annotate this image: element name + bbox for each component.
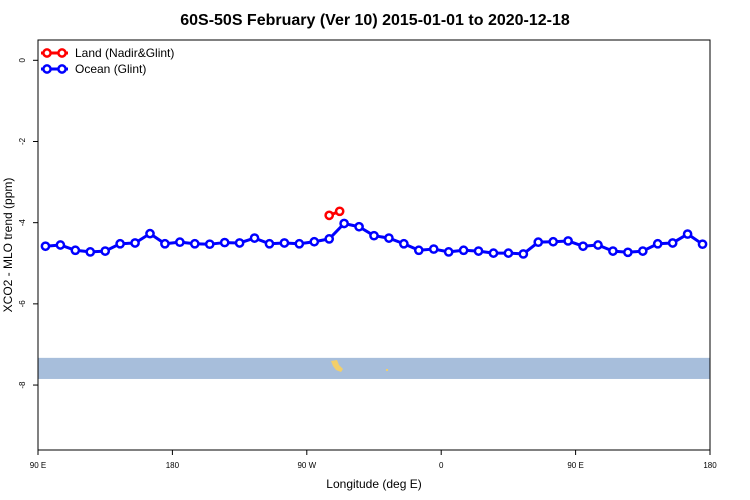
data-point-ocean	[70, 245, 81, 256]
data-point-ocean	[413, 245, 424, 256]
data-point-ocean	[219, 237, 230, 248]
data-point-ocean	[473, 246, 484, 256]
x-axis-label: Longitude (deg E)	[326, 477, 421, 491]
map-land-island	[386, 369, 388, 371]
legend-marker-land	[42, 48, 52, 58]
data-point-ocean	[234, 238, 245, 248]
legend-label-land: Land (Nadir&Glint)	[75, 46, 174, 60]
data-point-ocean	[294, 238, 305, 249]
x-tick-label: 180	[703, 461, 717, 470]
legend-label-ocean: Ocean (Glint)	[75, 62, 146, 76]
data-point-ocean	[623, 247, 633, 258]
data-point-ocean	[279, 238, 290, 248]
x-tick-label: 180	[166, 461, 180, 470]
data-point-land	[324, 210, 335, 221]
x-tick-label: 90 E	[567, 461, 583, 470]
data-point-ocean	[115, 238, 125, 249]
x-tick-label: 90 E	[30, 461, 46, 470]
x-tick-label: 0	[439, 461, 444, 470]
data-point-ocean	[339, 218, 349, 229]
data-point-ocean	[503, 248, 514, 258]
data-point-ocean	[563, 236, 573, 246]
data-point-ocean	[637, 246, 648, 256]
data-point-ocean	[533, 237, 544, 248]
data-point-ocean	[578, 241, 588, 252]
data-point-ocean	[458, 245, 469, 256]
data-point-ocean	[384, 233, 394, 243]
x-tick-label: 90 W	[297, 461, 316, 470]
data-point-ocean	[189, 238, 200, 249]
data-point-ocean	[324, 234, 335, 244]
data-point-ocean	[130, 238, 140, 248]
data-point-land	[334, 206, 345, 217]
y-axis-label: XCO2 - MLO trend (ppm)	[1, 178, 15, 313]
data-point-ocean	[399, 238, 409, 249]
data-point-ocean	[249, 233, 260, 243]
legend-marker-ocean	[57, 64, 67, 74]
data-point-ocean	[40, 241, 51, 252]
data-point-ocean	[443, 247, 454, 257]
data-point-ocean	[100, 246, 111, 256]
data-point-ocean	[593, 240, 603, 250]
data-point-ocean	[608, 246, 618, 256]
data-point-ocean	[682, 229, 693, 239]
data-point-ocean	[428, 244, 439, 254]
data-point-ocean	[488, 248, 499, 258]
plot-frame	[37, 39, 711, 451]
plot-area: 90 E 180 90 W 0 90 E 180 0 -2 -4 -6 -8 Land (Nadir&…	[18, 39, 717, 470]
data-point-ocean	[204, 239, 215, 250]
data-point-ocean	[55, 240, 66, 250]
y-tick-label: 0	[18, 58, 27, 63]
y-tick-label: -6	[18, 300, 27, 308]
data-point-ocean	[145, 228, 155, 239]
data-point-ocean	[85, 247, 96, 257]
map-strip	[38, 357, 710, 379]
y-tick-label: -2	[18, 137, 27, 145]
data-point-ocean	[518, 249, 529, 259]
data-point-ocean	[652, 238, 663, 249]
data-point-ocean	[369, 230, 379, 241]
map-land-south-america	[331, 360, 343, 372]
data-point-ocean	[160, 238, 170, 249]
data-point-ocean	[354, 221, 364, 232]
legend-marker-ocean	[42, 64, 52, 74]
y-tick-label: -4	[18, 219, 27, 227]
chart-title: 60S-50S February (Ver 10) 2015-01-01 to …	[180, 12, 570, 29]
data-point-ocean	[309, 236, 320, 247]
data-point-ocean	[264, 238, 275, 249]
data-point-ocean	[667, 238, 678, 248]
data-point-ocean	[548, 236, 559, 247]
data-point-ocean	[175, 237, 185, 248]
data-point-ocean	[697, 239, 708, 250]
legend-marker-land	[57, 48, 67, 58]
y-tick-label: -8	[18, 381, 27, 389]
